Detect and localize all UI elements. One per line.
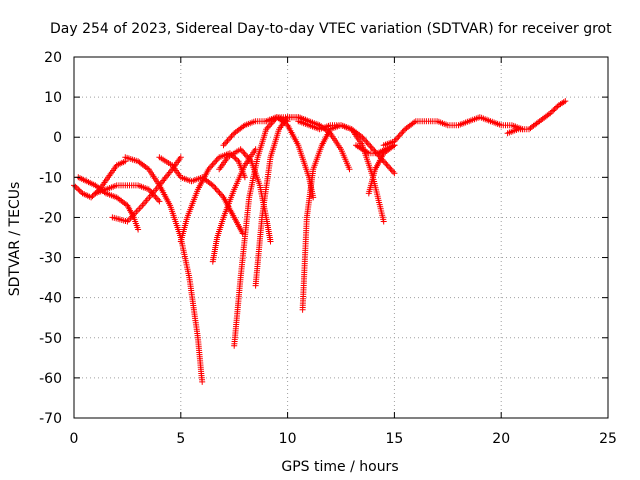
- y-tick-label: -10: [39, 170, 62, 186]
- x-tick-label: 10: [279, 431, 297, 447]
- series-markers: [177, 150, 248, 245]
- y-tick-label: -60: [39, 371, 62, 387]
- y-tick-label: -40: [39, 291, 62, 307]
- chart-title: Day 254 of 2023, Sidereal Day-to-day VTE…: [50, 21, 612, 37]
- y-tick-label: -20: [39, 210, 62, 226]
- y-tick-label: -30: [39, 251, 62, 267]
- axis-ticks: 0 5 10 15 20 25 -70 -60 -50 -40 -30 -20 -10 0 10 20: [39, 50, 617, 447]
- y-tick-label: 10: [44, 90, 62, 106]
- series-markers: [365, 142, 398, 197]
- x-tick-label: 20: [492, 431, 510, 447]
- series-markers: [231, 114, 291, 349]
- series-arc-2: [122, 154, 206, 385]
- series-arc-18: [380, 114, 526, 149]
- y-tick-label: 0: [53, 130, 62, 146]
- y-tick-label: 20: [44, 50, 62, 66]
- x-tick-label: 5: [176, 431, 185, 447]
- series-markers: [92, 182, 163, 205]
- series-arc-4: [92, 182, 163, 205]
- x-tick-label: 15: [385, 431, 403, 447]
- series-markers: [380, 114, 526, 149]
- series-arc-10: [231, 114, 291, 349]
- series-markers: [122, 154, 206, 385]
- x-tick-label: 0: [70, 431, 79, 447]
- series-markers: [504, 98, 569, 137]
- series-arc-19: [504, 98, 569, 137]
- series-arc-7: [177, 150, 248, 245]
- data-series: [71, 98, 569, 385]
- x-tick-label: 25: [599, 431, 617, 447]
- grid-lines: [74, 57, 608, 418]
- y-axis-title: SDTVAR / TECUs: [7, 182, 23, 297]
- y-tick-label: -50: [39, 331, 62, 347]
- x-axis-title: GPS time / hours: [281, 459, 398, 475]
- series-arc-17: [365, 142, 398, 197]
- plot-area-frame: [73, 56, 609, 419]
- y-tick-label: -70: [39, 411, 62, 427]
